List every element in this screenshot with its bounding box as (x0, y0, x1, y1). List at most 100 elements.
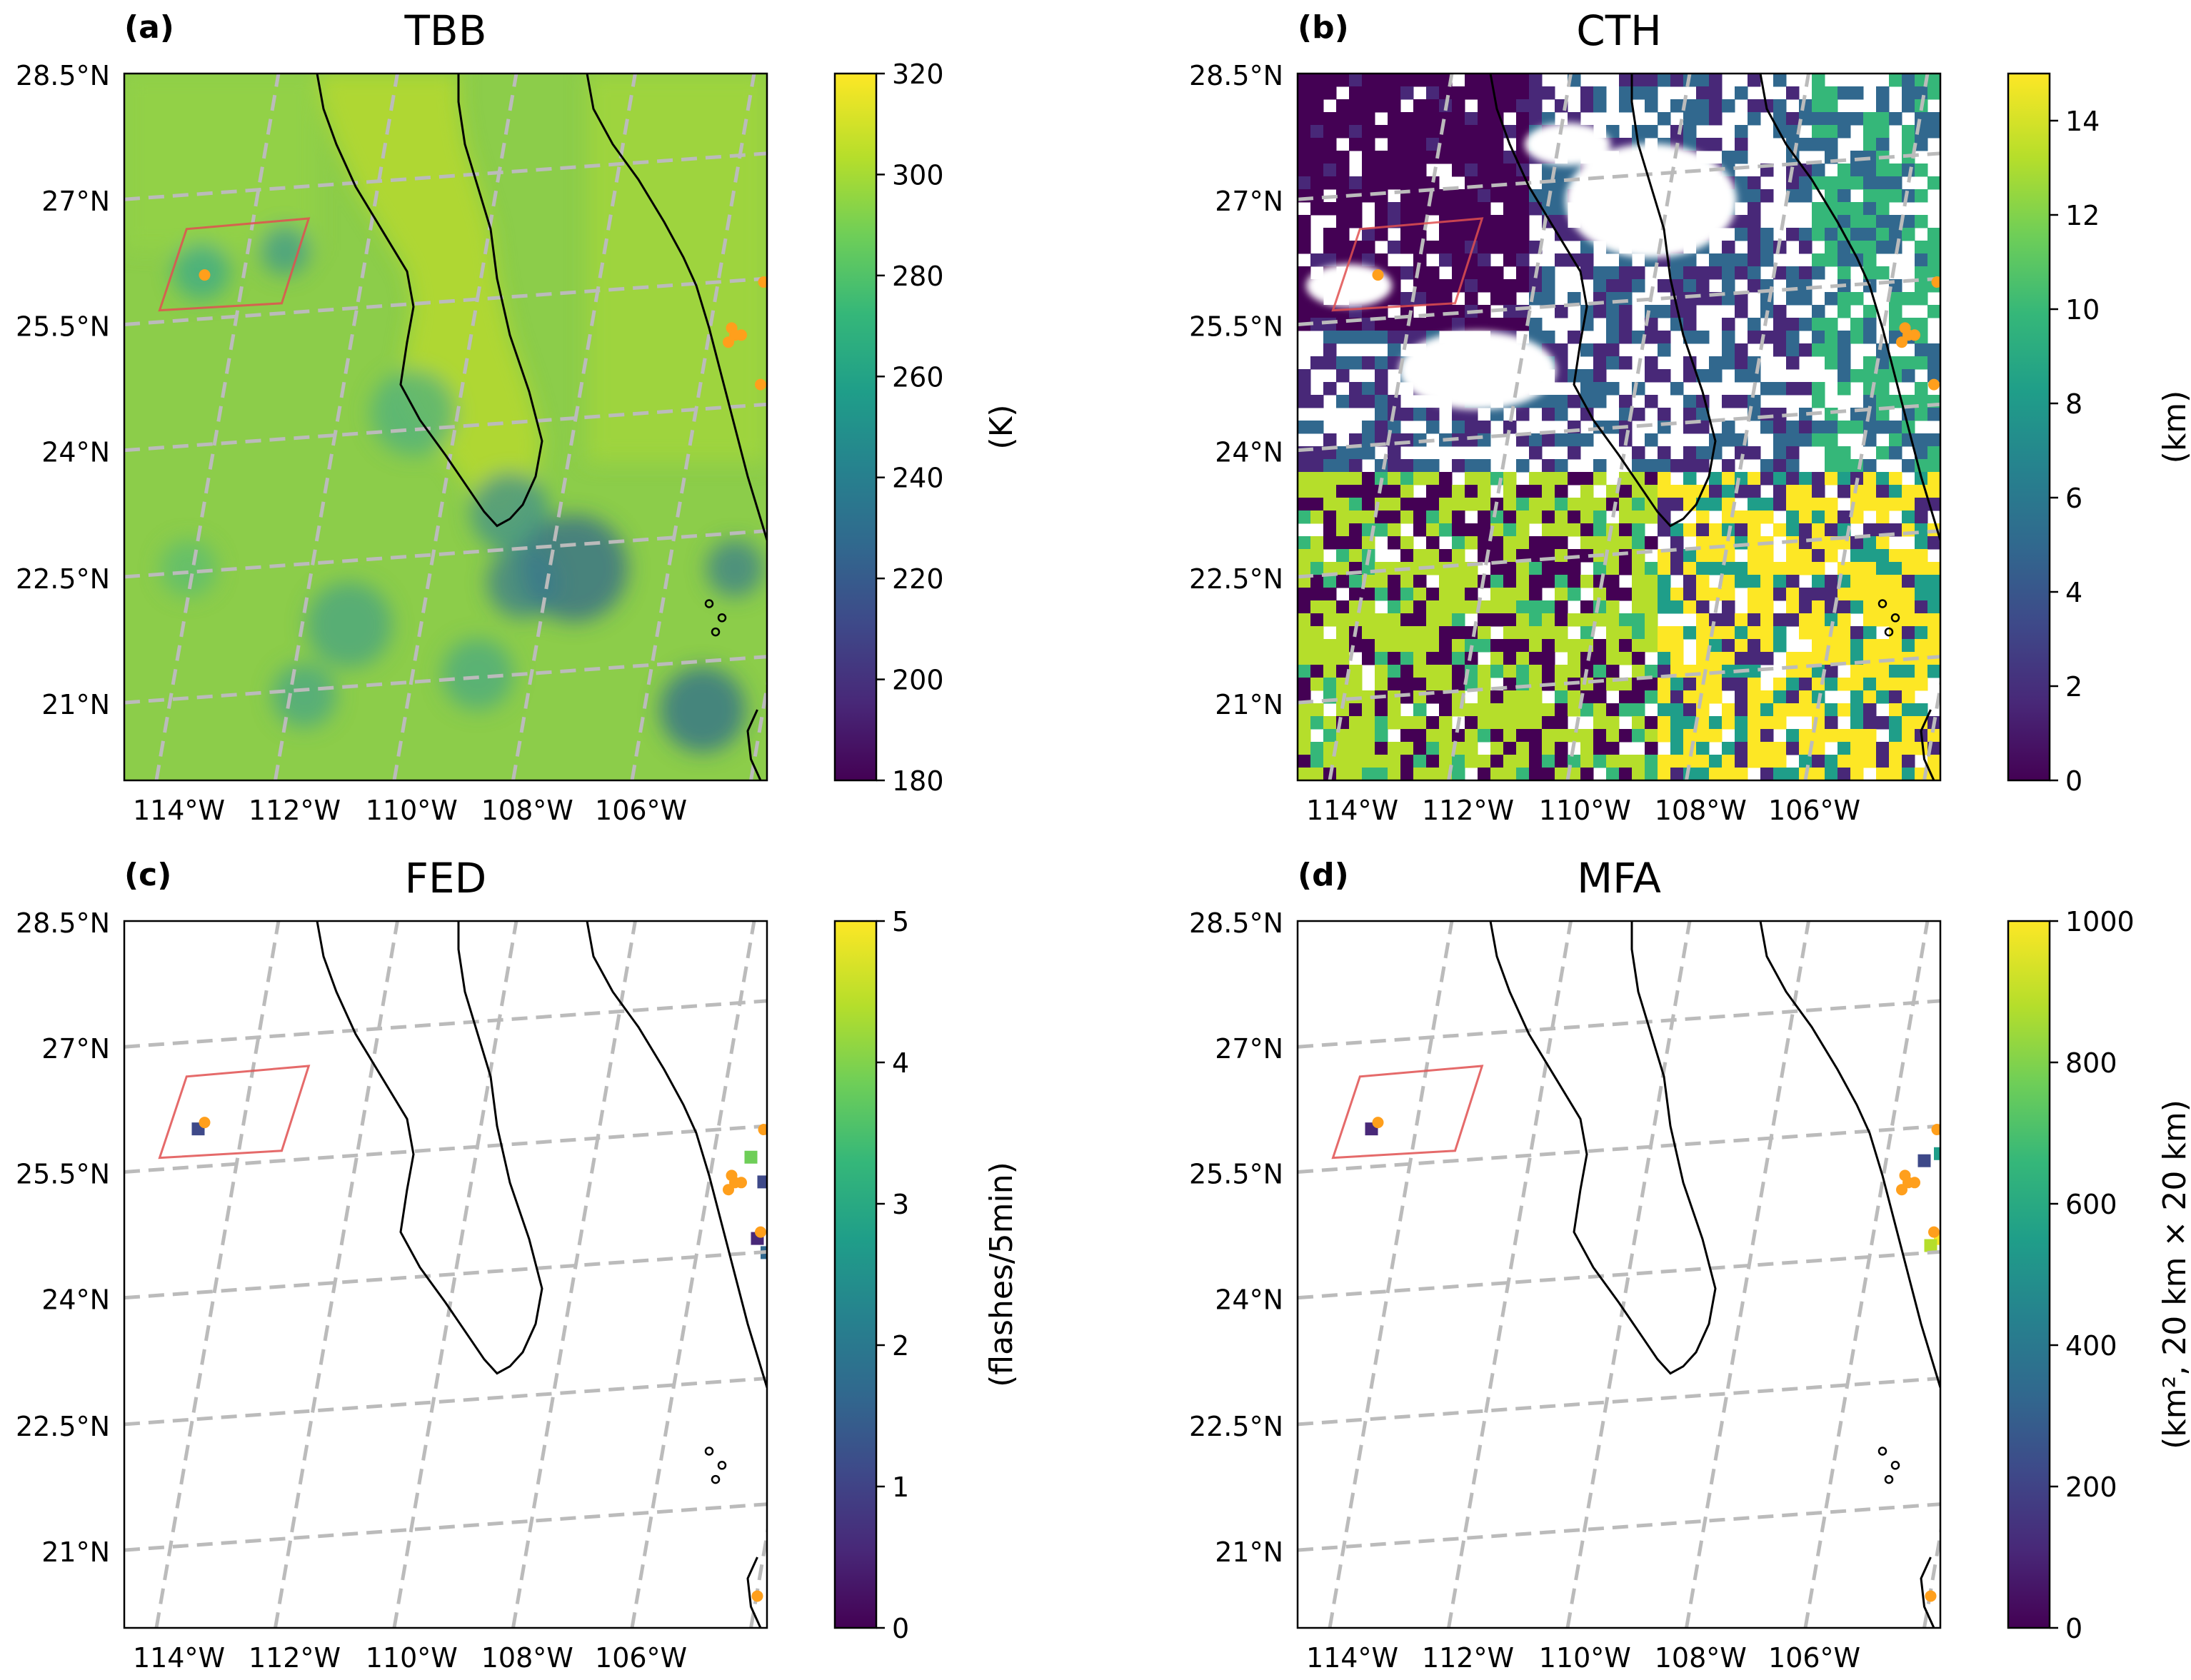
lon-tick-label: 106°W (595, 1642, 687, 1674)
coastlines (316, 74, 767, 780)
lon-gridline (154, 74, 281, 780)
colorbar-tick-label: 4 (2065, 577, 2082, 608)
lat-tick-label: 28.5°N (1189, 60, 1283, 91)
lightning-point (1902, 329, 1914, 341)
lon-tick-label: 114°W (1306, 795, 1398, 826)
lightning-points (199, 1117, 767, 1602)
lightning-point (755, 1226, 766, 1238)
lat-gridline (124, 1124, 767, 1174)
colorbar-tick-label: 5 (892, 906, 909, 937)
lightning-point (1928, 1226, 1940, 1238)
lat-tick-label: 25.5°N (16, 1158, 110, 1189)
lat-gridline (124, 151, 767, 201)
lon-gridline (1565, 921, 1692, 1628)
colorbar-unit-label: (K) (983, 404, 1020, 449)
lon-tick-label: 110°W (1539, 1642, 1631, 1674)
lon-gridline (630, 74, 756, 780)
lat-gridline (1298, 276, 1940, 326)
lat-tick-label: 28.5°N (1189, 907, 1283, 939)
lat-gridline (1298, 655, 1940, 705)
lon-gridline (1803, 921, 1930, 1628)
lon-tick-label: 110°W (1539, 795, 1631, 826)
gridlines (124, 921, 767, 1628)
lat-tick-label: 28.5°N (16, 60, 110, 91)
gridlines (1298, 921, 1940, 1628)
lon-tick-label: 112°W (249, 1642, 341, 1674)
colorbar-tick-label: 12 (2065, 200, 2100, 231)
lightning-point (199, 1117, 211, 1129)
lat-tick-label: 21°N (1215, 689, 1283, 720)
colorbar-tick-label: 260 (892, 361, 944, 393)
panel-label: (c) (124, 857, 171, 893)
colorbar-tick-label: 10 (2065, 294, 2100, 326)
colorbar-tick-label: 600 (2065, 1189, 2117, 1220)
lon-tick-label: 112°W (1422, 1642, 1514, 1674)
lon-tick-label: 114°W (133, 795, 225, 826)
study-region-box (158, 1065, 311, 1160)
lat-gridline (124, 999, 767, 1049)
lon-gridline (511, 74, 637, 780)
colorbar-tick-label: 8 (2065, 388, 2082, 420)
colorbar (833, 72, 878, 782)
lon-gridline (1447, 921, 1573, 1628)
gridlines (1298, 74, 1940, 780)
lat-tick-label: 25.5°N (1189, 1158, 1283, 1189)
lightning-point (758, 276, 767, 288)
lon-gridline (274, 74, 399, 780)
map-frame (123, 72, 768, 782)
cth-cells (1298, 74, 1940, 780)
lightning-point (199, 269, 211, 281)
lon-gridline (154, 921, 281, 1628)
lat-gridline (1298, 999, 1940, 1049)
lon-tick-label: 110°W (366, 795, 458, 826)
lon-gridline (630, 921, 756, 1628)
lat-tick-label: 21°N (41, 689, 110, 720)
lon-gridline (392, 921, 518, 1628)
field-variations (124, 74, 767, 753)
lightning-point (1931, 1124, 1940, 1136)
lat-tick-label: 24°N (1215, 1284, 1283, 1316)
lightning-point (729, 329, 741, 341)
study-region-box (1331, 1065, 1484, 1160)
colorbar (2007, 72, 2051, 782)
coastlines (1489, 921, 1940, 1628)
lat-tick-label: 27°N (41, 1033, 110, 1065)
map-area (124, 921, 767, 1628)
colorbar-unit-label: (km) (2157, 391, 2191, 464)
panel-title: TBB (403, 6, 486, 55)
colorbar-tick-label: 280 (892, 261, 944, 292)
lightning-point (729, 1177, 741, 1189)
lat-tick-label: 27°N (41, 186, 110, 217)
panel-a: (a) TBB 28.5°N 27°N 25.5°N 24°N 22.5°N 21°N 114°… (16, 6, 1020, 826)
lat-tick-label: 22.5°N (1189, 1411, 1283, 1442)
lon-gridline (1565, 74, 1692, 780)
lightning-point (751, 1590, 763, 1602)
colorbar-unit-label: (flashes/5min) (983, 1162, 1020, 1387)
panel-title: CTH (1576, 6, 1662, 55)
lightning-point (1931, 276, 1940, 288)
colorbar-tick-label: 240 (892, 463, 944, 494)
lightning-point (758, 1124, 767, 1136)
colorbar-tick-label: 4 (892, 1047, 909, 1079)
lon-tick-label: 108°W (1655, 795, 1747, 826)
lat-gridline (124, 1377, 767, 1427)
lon-tick-label: 112°W (249, 795, 341, 826)
panel-label: (d) (1298, 857, 1349, 893)
lat-gridline (124, 655, 767, 705)
colorbar (2007, 920, 2051, 1629)
lon-gridline (1685, 921, 1810, 1628)
colorbar-tick-label: 800 (2065, 1047, 2117, 1079)
colorbar-tick-label: 14 (2065, 106, 2100, 137)
lat-gridline (124, 529, 767, 579)
colorbar-tick-label: 320 (892, 59, 944, 90)
lat-tick-label: 22.5°N (16, 563, 110, 595)
lightning-point (1925, 1590, 1937, 1602)
lat-tick-label: 28.5°N (16, 907, 110, 939)
lon-gridline (1685, 74, 1810, 780)
lat-tick-label: 27°N (1215, 186, 1283, 217)
gridlines (124, 74, 767, 780)
lat-gridline (124, 1502, 767, 1552)
lon-tick-label: 106°W (1768, 1642, 1860, 1674)
lat-tick-label: 25.5°N (16, 311, 110, 342)
study-region-box (1331, 217, 1484, 312)
